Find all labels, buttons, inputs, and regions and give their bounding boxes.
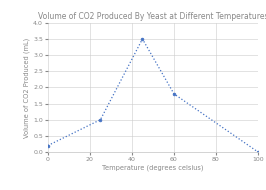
Y-axis label: Volume of CO2 Produced (mL): Volume of CO2 Produced (mL) bbox=[24, 37, 30, 138]
X-axis label: Temperature (degrees celsius): Temperature (degrees celsius) bbox=[102, 165, 204, 171]
Title: Volume of CO2 Produced By Yeast at Different Temperatures: Volume of CO2 Produced By Yeast at Diffe… bbox=[38, 12, 266, 21]
